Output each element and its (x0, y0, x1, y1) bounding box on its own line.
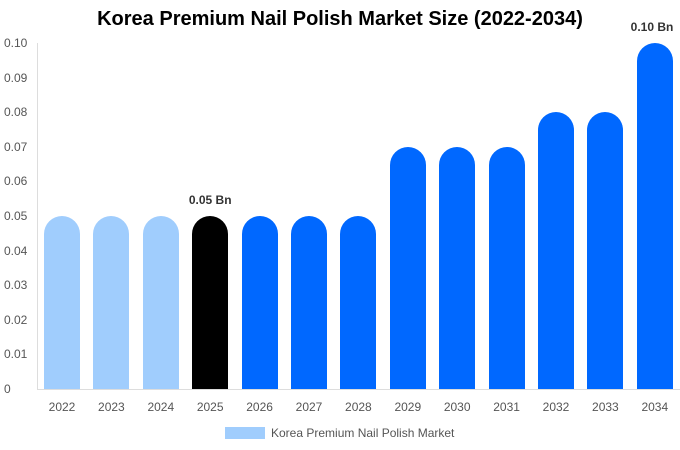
y-tick-label: 0.09 (4, 70, 28, 85)
x-tick-label: 2027 (295, 400, 323, 414)
x-tick-label: 2024 (147, 400, 175, 414)
x-tick-label: 2033 (592, 400, 619, 414)
legend-label: Korea Premium Nail Polish Market (271, 426, 455, 440)
data-label: 0.05 Bn (188, 193, 232, 207)
chart-title: Korea Premium Nail Polish Market Size (2… (97, 8, 583, 30)
x-axis-line (37, 389, 680, 390)
bar-2031[interactable] (488, 146, 525, 389)
bar-2023[interactable] (93, 216, 130, 389)
x-tick-label: 2030 (443, 400, 471, 414)
bar-2028[interactable] (340, 216, 377, 389)
x-tick-label: 2022 (48, 400, 76, 414)
plot-area (37, 43, 680, 389)
y-tick-label: 0.05 (4, 209, 28, 223)
bar-2029[interactable] (389, 146, 426, 389)
y-tick-label: 0 (4, 382, 11, 396)
y-tick-label: 0.10 (4, 36, 28, 50)
y-tick-label: 0.03 (4, 278, 28, 293)
x-tick-label: 2031 (493, 400, 520, 414)
y-tick-label: 0.06 (4, 174, 28, 189)
bar-2030[interactable] (439, 146, 476, 389)
x-tick-label: 2028 (345, 400, 372, 414)
data-label: 0.10 Bn (630, 20, 674, 34)
x-tick-label: 2026 (246, 400, 273, 414)
bar-2025[interactable] (192, 216, 229, 389)
bar-2027[interactable] (291, 216, 327, 389)
bar-2022[interactable] (44, 216, 80, 389)
y-tick-label: 0.08 (4, 105, 28, 120)
bar-2034[interactable] (636, 43, 673, 389)
x-tick-label: 2023 (98, 400, 125, 414)
bar-2033[interactable] (587, 112, 624, 389)
bar-2024[interactable] (142, 216, 179, 389)
y-tick-label: 0.04 (4, 243, 28, 258)
x-tick-label: 2034 (641, 400, 669, 414)
x-tick-label: 2029 (394, 400, 422, 414)
bar-2026[interactable] (241, 216, 278, 389)
y-tick-label: 0.01 (4, 347, 28, 362)
x-tick-label: 2032 (542, 400, 570, 414)
legend[interactable]: Korea Premium Nail Polish Market (225, 426, 454, 440)
legend-swatch (225, 427, 265, 439)
bar-2032[interactable] (538, 112, 574, 389)
x-tick-label: 2025 (196, 400, 224, 414)
y-tick-label: 0.07 (4, 139, 28, 154)
y-tick-label: 0.02 (4, 312, 28, 327)
y-axis-line (37, 43, 38, 390)
